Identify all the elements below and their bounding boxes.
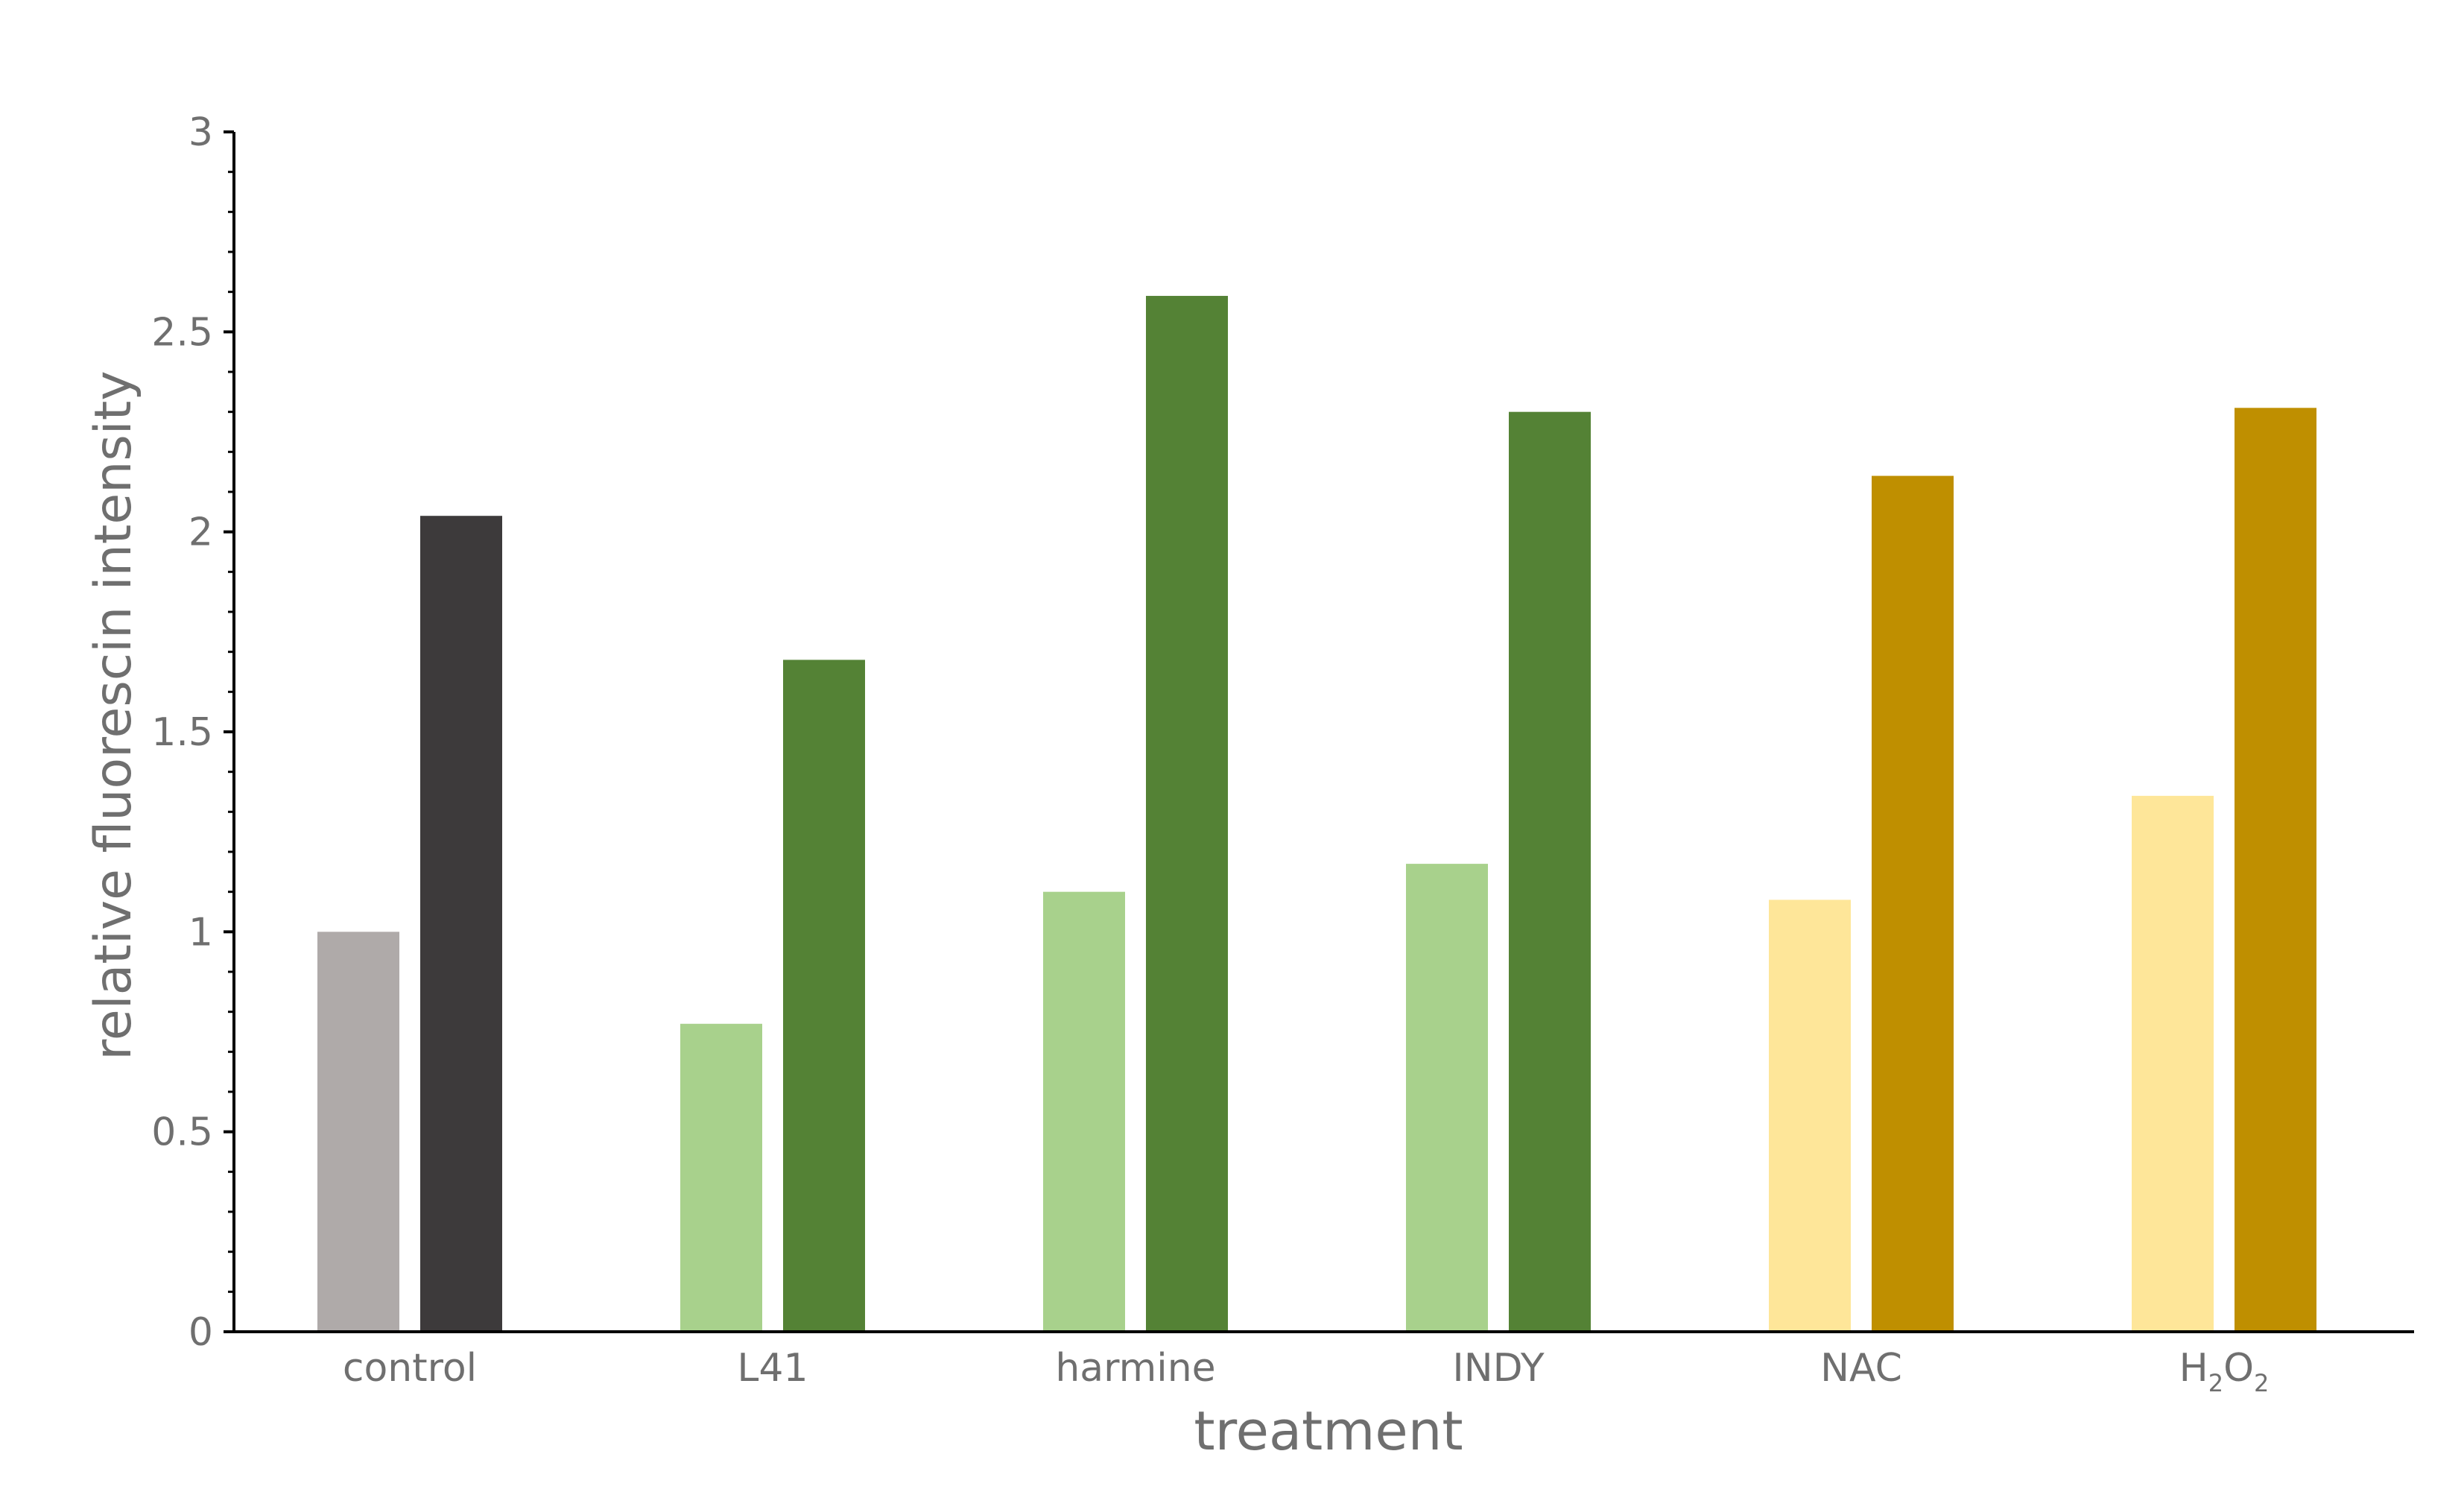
x-tick-label: INDY [1452,1346,1544,1391]
bars-group [317,296,2316,1332]
y-tick-label: 3 [189,110,213,155]
y-tick-label: 0 [189,1310,213,1355]
bar-harmine-1 [1043,891,1125,1332]
x-axis-title: treatment [1194,1400,1463,1462]
x-tick-label: NAC [1820,1346,1902,1391]
bar-h-1 [2132,795,2214,1332]
x-tick-label: H2O2 [2179,1346,2270,1397]
x-tick-label: control [343,1346,477,1391]
bar-nac-1 [1769,900,1851,1332]
y-axis-ticks: 0 0.5 1 1.5 2 2.5 3 [151,110,234,1355]
x-tick-label: harmine [1055,1346,1215,1391]
bar-nac-2 [1872,475,1954,1332]
y-tick-label: 1 [189,910,213,955]
bar-l41-2 [783,660,865,1332]
bar-control-2 [420,516,502,1332]
bar-harmine-2 [1146,296,1228,1332]
bar-l41-1 [680,1023,762,1332]
y-tick-label: 2.5 [151,310,213,355]
bar-indy-1 [1406,864,1488,1332]
x-axis-labels: control L41 harmine INDY NAC H2O2 [343,1346,2270,1397]
y-tick-label: 1.5 [151,710,213,755]
y-axis-title: relative fluorescin intensity [84,370,143,1060]
x-tick-label: L41 [737,1346,808,1391]
bar-control-1 [317,932,399,1332]
y-tick-label: 0.5 [151,1110,213,1155]
bar-indy-2 [1509,411,1591,1332]
bar-h-2 [2235,408,2316,1332]
y-tick-label: 2 [189,510,213,555]
